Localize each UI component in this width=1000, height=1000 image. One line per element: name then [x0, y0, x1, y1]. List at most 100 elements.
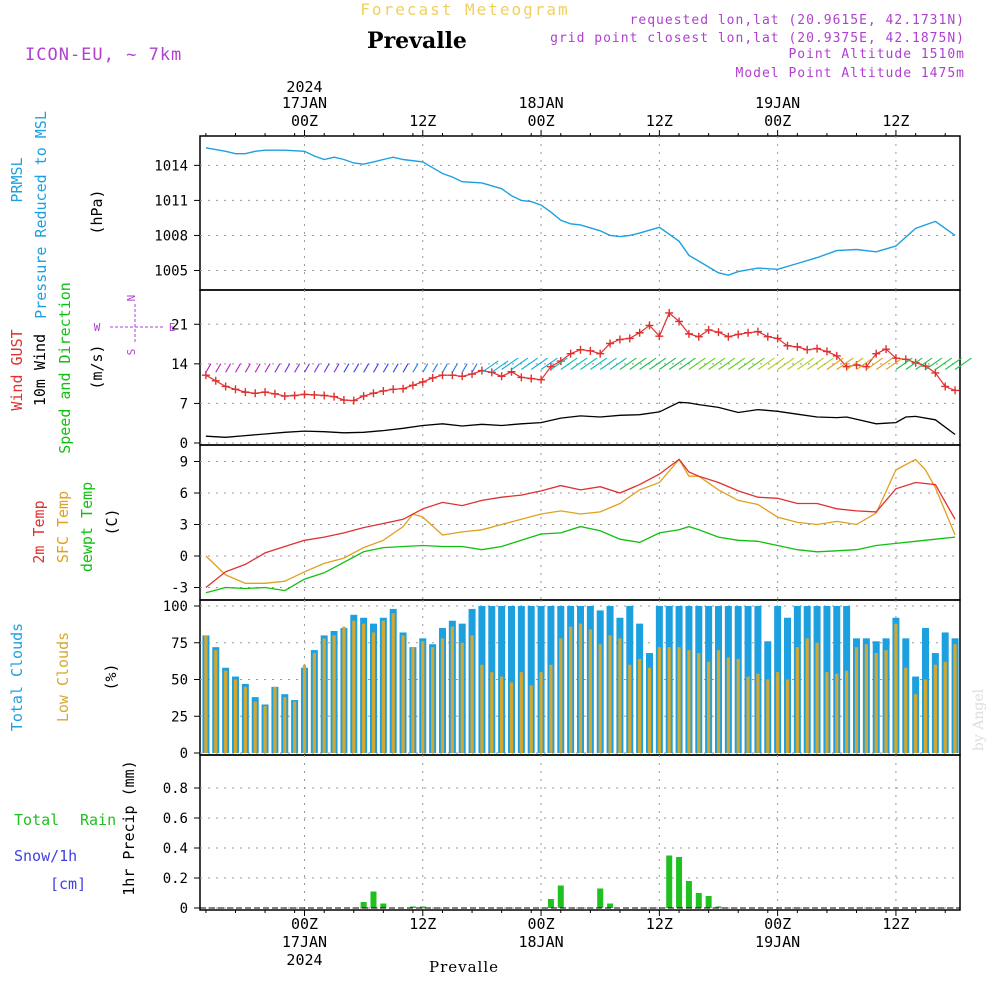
- low-cloud-bar: [233, 679, 238, 753]
- wind-direction-arrow: [609, 357, 627, 370]
- gust-marker: [221, 382, 230, 391]
- y-tick-label: 9: [180, 455, 188, 471]
- low-cloud-bar: [440, 638, 445, 753]
- wind-direction-arrow: [856, 357, 874, 370]
- wind-direction-arrow: [382, 363, 389, 373]
- wind-direction-arrow: [797, 357, 815, 370]
- rain-bar: [676, 857, 683, 908]
- gust-marker: [576, 345, 585, 354]
- rain-bar: [419, 906, 426, 908]
- model-label: ICON-EU, ~ 7km: [25, 45, 182, 65]
- low-cloud-bar: [539, 672, 543, 753]
- prmsl-label: PRMSL: [8, 157, 26, 202]
- low-cloud-bar: [519, 672, 523, 753]
- point-altitude: Point Altitude 1510m: [788, 47, 965, 62]
- wind-direction-arrow: [225, 363, 232, 373]
- wind-direction-arrow: [402, 363, 409, 373]
- wind-direction-arrow: [373, 363, 379, 373]
- gust-marker: [399, 384, 408, 393]
- gust-marker: [428, 373, 437, 382]
- y-tick-label: 1011: [154, 193, 188, 209]
- low-cloud-bar: [470, 635, 474, 753]
- wind-direction-arrow: [590, 357, 608, 370]
- wind-direction-arrow: [570, 357, 588, 370]
- low-cloud-bar: [450, 626, 454, 753]
- wind-direction-arrow: [432, 363, 439, 373]
- x-label-bottom-hour: 12Z: [409, 915, 436, 933]
- y-tick-label: 0: [180, 549, 188, 565]
- wind-direction-arrow: [560, 357, 578, 370]
- precip-panel-labels: Total Rain Snow/1h [cm] 1hr Precip (mm): [14, 760, 138, 895]
- x-label-bottom-year: 2024: [286, 951, 322, 969]
- y-tick-label: 1008: [154, 228, 188, 244]
- low-cloud-bar: [322, 638, 326, 753]
- low-cloud-bar: [352, 620, 356, 753]
- gust-marker: [527, 374, 536, 383]
- temp-panel-labels: 2m Temp SFC Temp dewpt Temp (C): [30, 482, 121, 572]
- pressure-panel-labels: PRMSL Pressure Reduced to MSL (hPa): [8, 111, 106, 319]
- y-tick-label: 50: [171, 673, 188, 689]
- wind-direction-arrow: [718, 357, 736, 370]
- y-tick-label: 6: [180, 486, 188, 502]
- gust-marker: [734, 330, 743, 339]
- y-tick-label: 1005: [154, 263, 188, 279]
- low-cloud-bar: [312, 653, 316, 753]
- wind-direction-arrow: [501, 357, 519, 370]
- gust-marker: [379, 386, 388, 395]
- rain-bar: [607, 903, 614, 908]
- wind-direction-arrow: [215, 363, 222, 373]
- wind-direction-arrow: [688, 357, 706, 370]
- gust-marker: [359, 392, 368, 401]
- compass-w: W: [94, 321, 101, 334]
- gust-marker: [330, 392, 339, 401]
- gust-marker: [389, 385, 398, 394]
- low-cloud-bar: [845, 670, 849, 753]
- low-cloud-bar: [509, 682, 514, 753]
- gust-marker: [349, 396, 358, 405]
- low-cloud-bar: [953, 644, 957, 753]
- wind-direction-arrow: [649, 357, 667, 370]
- x-label-top-date: 19JAN: [755, 94, 800, 112]
- gust-marker: [615, 335, 624, 344]
- rain-bar: [360, 902, 367, 908]
- y-tick-label: 0.4: [163, 841, 188, 857]
- wind-direction-arrow: [728, 357, 746, 370]
- x-label-top-hour: 12Z: [882, 112, 909, 130]
- wind-gust-label: Wind GUST: [8, 329, 26, 410]
- wind-direction-arrow: [895, 357, 913, 370]
- gust-marker: [369, 389, 378, 398]
- y-tick-label: 25: [171, 709, 188, 725]
- low-clouds-label: Low Clouds: [54, 632, 72, 722]
- wind-direction-arrow: [846, 357, 864, 370]
- gust-marker: [586, 346, 595, 355]
- low-cloud-bar: [214, 650, 218, 753]
- y-tick-label: 75: [171, 636, 188, 652]
- gust-marker: [803, 345, 812, 354]
- gust-marker: [320, 391, 329, 400]
- low-cloud-bar: [588, 629, 592, 753]
- wind-direction-arrow: [767, 357, 785, 370]
- panel-frame: [199, 754, 961, 911]
- low-cloud-bar: [756, 673, 760, 753]
- cloud-panel-labels: Total Clouds Low Clouds (%): [8, 623, 120, 731]
- wind-direction-arrow: [944, 357, 962, 370]
- x-label-bottom-hour: 00Z: [528, 915, 555, 933]
- low-cloud-bar: [381, 620, 385, 753]
- gust-marker: [625, 334, 634, 343]
- gust-marker: [418, 377, 427, 386]
- low-cloud-bar: [342, 626, 346, 753]
- wind-direction-arrow: [284, 363, 291, 373]
- wind-direction-arrow: [777, 357, 795, 370]
- x-label-top-hour: 00Z: [764, 112, 791, 130]
- wind-direction-arrow: [629, 357, 647, 370]
- y-tick-label: 14: [171, 357, 188, 373]
- low-cloud-bar: [243, 686, 247, 753]
- wind-direction-arrow: [580, 357, 598, 370]
- gust-marker: [290, 391, 299, 400]
- wind-direction-arrow: [659, 357, 677, 370]
- wind-direction-arrow: [254, 363, 261, 373]
- hpa-unit-label: (hPa): [88, 189, 106, 234]
- precip-axis-label: 1hr Precip (mm): [120, 760, 138, 895]
- low-cloud-bar: [707, 661, 711, 753]
- wind-direction-arrow: [323, 363, 330, 373]
